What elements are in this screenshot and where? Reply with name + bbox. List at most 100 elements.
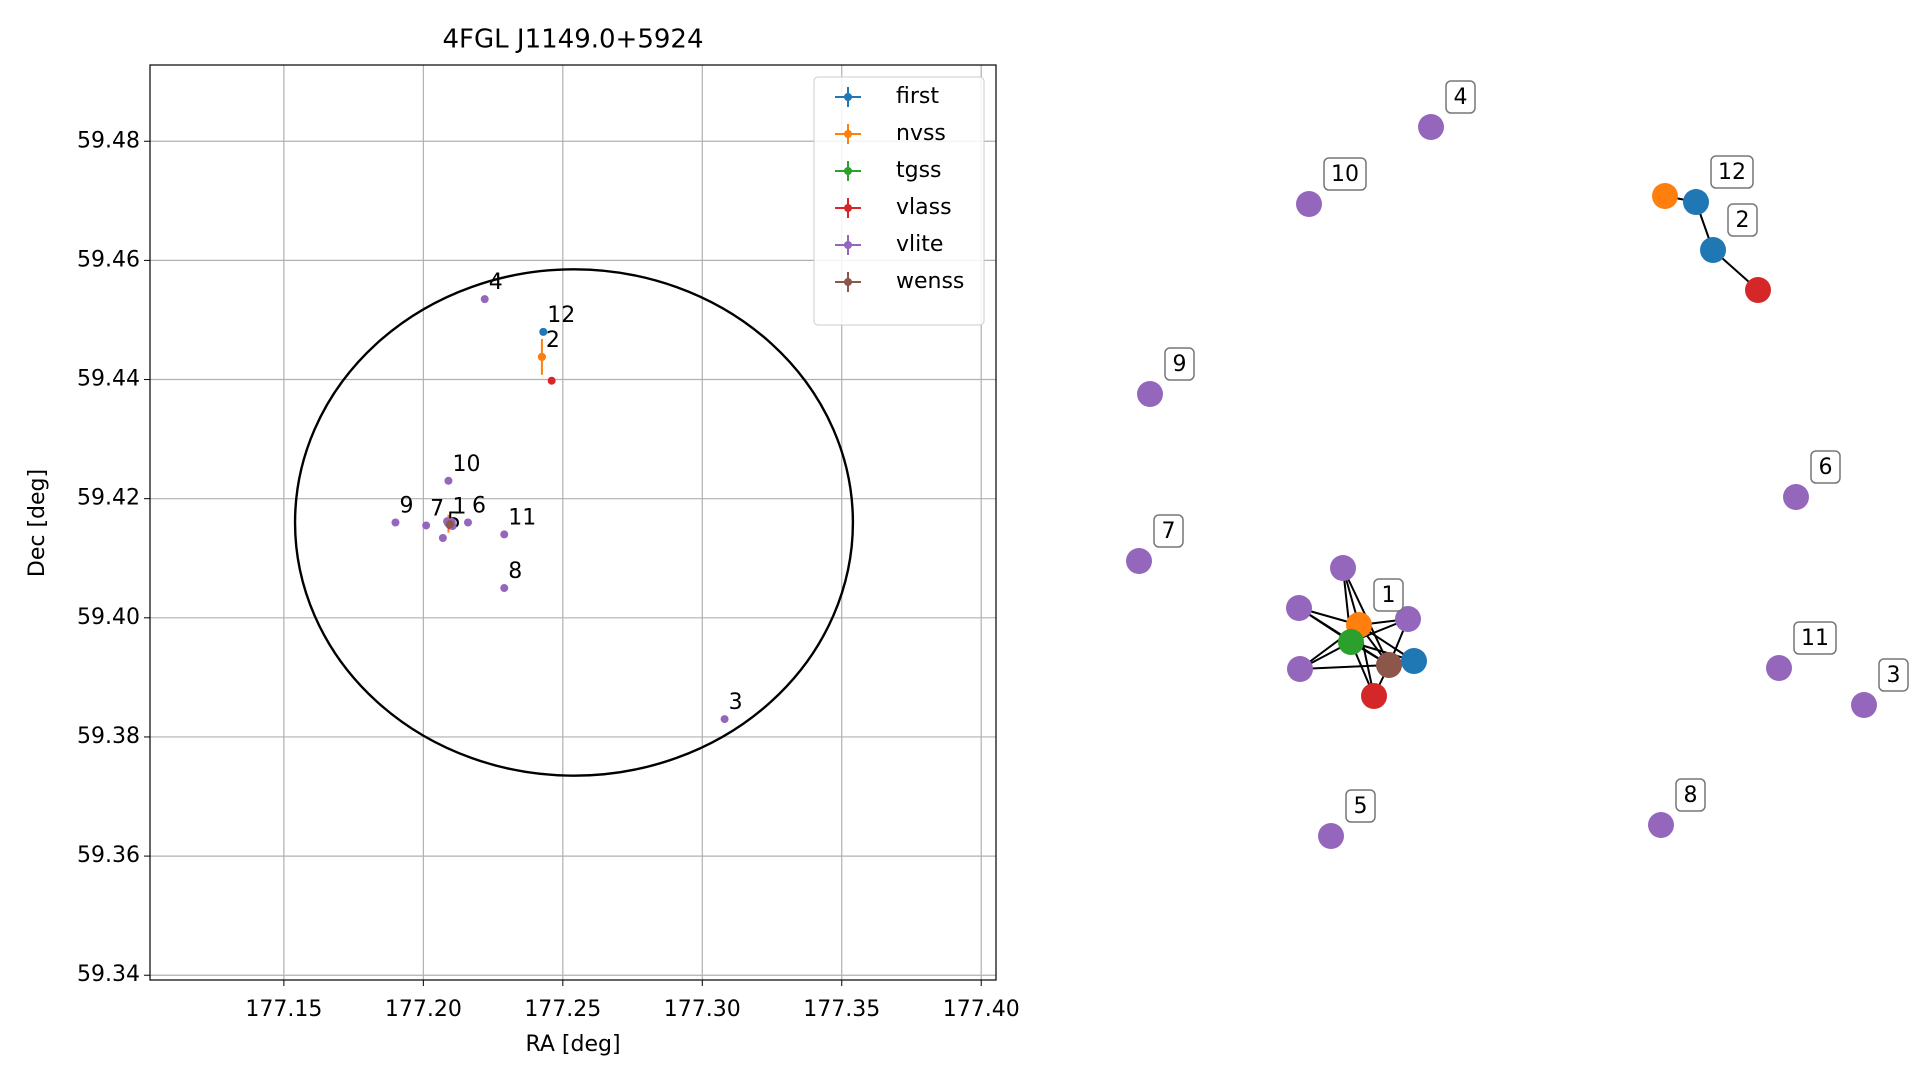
node-label: 11: [1801, 626, 1829, 651]
node-label: 10: [1331, 162, 1359, 187]
node-label-box: [1373, 578, 1404, 612]
graph-edge: [1299, 664, 1390, 670]
point-label: 6: [472, 494, 486, 519]
node-label-box: [1675, 778, 1706, 812]
legend-marker: [844, 204, 852, 212]
data-point: [391, 518, 400, 527]
legend-label: wenss: [896, 269, 964, 294]
legend-marker: [844, 93, 852, 101]
data-point: [720, 715, 729, 724]
x-tick-label: 177.15: [245, 997, 322, 1022]
legend-marker: [844, 167, 852, 175]
data-point: [422, 521, 431, 530]
node-label: 3: [1887, 663, 1901, 688]
legend-label: tgss: [896, 158, 942, 183]
legend-box: [813, 76, 985, 326]
node-label-box: [1345, 789, 1376, 823]
graph-node: [1286, 595, 1312, 621]
node-label-box: [1710, 155, 1754, 189]
x-tick-label: 177.20: [385, 997, 462, 1022]
point-label: 3: [729, 690, 743, 715]
y-tick-label: 59.34: [77, 962, 140, 987]
graph-node: [1683, 189, 1709, 215]
graph-node: [1395, 606, 1421, 632]
node-label: 4: [1454, 85, 1468, 110]
point-label: 4: [489, 270, 503, 295]
legend-label: nvss: [896, 121, 946, 146]
y-tick-label: 59.36: [77, 843, 140, 868]
data-point: [537, 352, 546, 361]
y-axis-label: Dec [deg]: [25, 469, 50, 577]
point-label: 8: [508, 559, 522, 584]
legend-marker: [844, 241, 852, 249]
graph-node: [1700, 237, 1726, 263]
node-label-box: [1164, 347, 1195, 381]
graph-node: [1137, 381, 1163, 407]
node-label: 1: [1382, 583, 1396, 608]
point-label: 1: [452, 495, 466, 520]
graph-node: [1361, 683, 1387, 709]
data-point: [463, 518, 472, 527]
point-label: 9: [399, 494, 413, 519]
y-tick-label: 59.46: [77, 247, 140, 272]
x-tick-label: 177.40: [943, 997, 1020, 1022]
x-tick-label: 177.30: [664, 997, 741, 1022]
graph-node: [1745, 277, 1771, 303]
graph-node: [1287, 656, 1313, 682]
point-label: 11: [508, 505, 536, 530]
y-tick-label: 59.48: [77, 128, 140, 153]
legend-label: first: [896, 84, 939, 109]
node-label-box: [1323, 157, 1367, 191]
y-tick-label: 59.44: [77, 367, 140, 392]
graph-node: [1330, 555, 1356, 581]
x-axis-label: RA [deg]: [525, 1032, 620, 1057]
node-label-box: [1810, 450, 1841, 484]
node-label-box: [1878, 658, 1909, 692]
y-tick-label: 59.40: [77, 605, 140, 630]
point-label: 12: [547, 303, 575, 328]
graph-node: [1766, 655, 1792, 681]
data-point: [480, 295, 489, 304]
graph-node: [1376, 652, 1402, 678]
point-label: 2: [546, 328, 560, 353]
x-tick-label: 177.25: [524, 997, 601, 1022]
node-label: 5: [1354, 794, 1368, 819]
graph-node: [1783, 484, 1809, 510]
graph-node: [1318, 823, 1344, 849]
graph-node: [1126, 548, 1152, 574]
graph-node: [1652, 183, 1678, 209]
node-label: 6: [1819, 455, 1833, 480]
node-label-box: [1445, 80, 1476, 114]
node-label: 9: [1173, 352, 1187, 377]
legend-marker: [844, 130, 852, 138]
x-tick-label: 177.35: [803, 997, 880, 1022]
node-label: 8: [1684, 783, 1698, 808]
y-tick-label: 59.38: [77, 724, 140, 749]
y-tick-label: 59.42: [77, 486, 140, 511]
node-label-box: [1793, 621, 1837, 655]
point-label: 7: [430, 496, 444, 521]
graph-node: [1418, 114, 1444, 140]
data-point: [445, 520, 454, 529]
node-label: 2: [1736, 208, 1750, 233]
node-label-box: [1727, 203, 1758, 237]
node-label: 7: [1162, 519, 1176, 544]
data-point: [500, 530, 509, 539]
graph-node: [1338, 629, 1364, 655]
legend-label: vlite: [896, 232, 943, 257]
data-point: [500, 584, 509, 593]
data-point: [444, 476, 453, 485]
legend-label: vlass: [896, 195, 952, 220]
graph-node: [1401, 648, 1427, 674]
plot-frame: [149, 64, 997, 981]
node-label: 12: [1718, 160, 1746, 185]
data-point: [438, 533, 447, 542]
data-point: [547, 376, 556, 385]
graph-node: [1296, 191, 1322, 217]
point-label: 10: [452, 452, 480, 477]
error-ellipse: [293, 268, 855, 777]
graph-node: [1648, 812, 1674, 838]
data-point: [539, 327, 548, 336]
graph-node: [1851, 692, 1877, 718]
